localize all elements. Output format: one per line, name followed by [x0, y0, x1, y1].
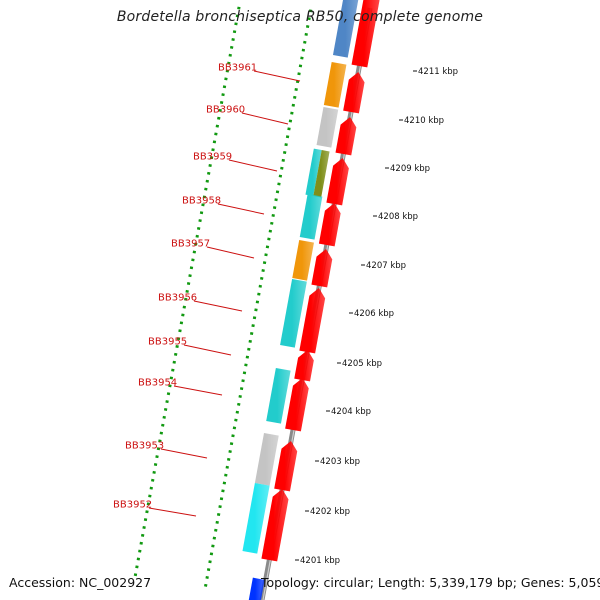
gene-label-leader	[160, 448, 208, 459]
gene-label: BB3955	[148, 337, 187, 348]
gene-label-leader	[253, 70, 301, 82]
gene-label-leader	[241, 112, 289, 125]
feature-block-teal	[299, 193, 323, 240]
feature-block-olive	[313, 150, 330, 198]
accession-text: Accession: NC_002927	[9, 575, 152, 590]
feature-block-teal	[266, 367, 291, 424]
gene-label: BB3959	[193, 152, 232, 163]
ruler-label: 4202 kbp	[310, 507, 350, 517]
ruler-label: 4208 kbp	[378, 212, 418, 222]
cds-arrow	[318, 203, 341, 247]
genome-title: Bordetella bronchiseptica RB50, complete…	[116, 9, 484, 25]
feature-block-orange	[292, 239, 314, 281]
gene-label-leader	[217, 203, 265, 215]
feature-block-steelblue	[332, 0, 359, 58]
gene-label: BB3953	[125, 441, 164, 452]
feature-block-silver	[316, 106, 339, 148]
ruler-label: 4204 kbp	[331, 407, 371, 417]
cds-arrow	[343, 72, 365, 114]
cds-arrow	[335, 117, 357, 156]
gene-label-leader	[206, 246, 255, 259]
ruler-label: 4211 kbp	[418, 67, 458, 77]
gene-label: BB3957	[171, 239, 210, 250]
feature-block-silver	[254, 432, 279, 486]
topology-text: Topology: circular; Length: 5,339,179 bp…	[261, 575, 600, 590]
ruler-dotted-line	[133, 6, 241, 578]
gene-label-leader	[173, 385, 223, 396]
cds-arrow	[311, 249, 333, 288]
gene-label: BB3952	[113, 500, 152, 511]
cds-arrow	[326, 158, 349, 206]
gene-label: BB3961	[218, 63, 257, 74]
gene-label-leader	[148, 507, 197, 517]
gene-label-leader	[228, 159, 278, 172]
gene-label: BB3960	[206, 105, 245, 116]
feature-block-teal	[305, 148, 322, 197]
guide-dotted-line	[203, 9, 313, 590]
cds-arrow	[299, 288, 326, 354]
ruler-label: 4203 kbp	[320, 457, 360, 467]
gene-label: BB3954	[138, 378, 177, 389]
ruler-label: 4201 kbp	[300, 556, 340, 566]
cds-arrow	[351, 0, 380, 68]
feature-block-teal	[280, 278, 307, 348]
feature-block-orange	[323, 61, 347, 108]
cds-arrow	[261, 489, 289, 562]
cds-arrow	[285, 378, 309, 432]
feature-block-cyan	[242, 482, 270, 554]
ruler-label: 4209 kbp	[390, 164, 430, 174]
gene-label-leader	[183, 344, 232, 356]
feature-block-blue	[248, 577, 265, 600]
ruler-label: 4210 kbp	[404, 116, 444, 126]
gene-label: BB3958	[182, 196, 221, 207]
ruler-label: 4205 kbp	[342, 359, 382, 369]
cds-arrow	[274, 441, 298, 492]
gene-label: BB3956	[158, 293, 197, 304]
ruler-label: 4206 kbp	[354, 309, 394, 319]
gene-label-leader	[193, 300, 243, 312]
ruler-label: 4207 kbp	[366, 261, 406, 271]
cds-arrow	[294, 350, 314, 382]
